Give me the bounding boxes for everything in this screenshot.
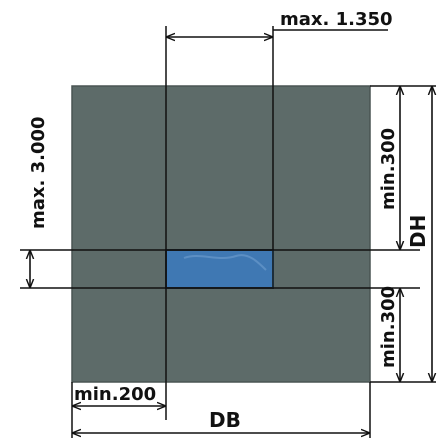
label-max-width: max. 1.350 [280, 9, 393, 30]
label-max-height: max. 3.000 [28, 116, 49, 229]
label-dh: DH [406, 215, 430, 248]
opening-glare [183, 254, 267, 271]
label-min-side: min.200 [74, 384, 156, 405]
wall-panel [71, 85, 371, 383]
label-db: DB [209, 408, 241, 432]
label-min-bottom: min.300 [378, 286, 399, 368]
label-min-top: min.300 [378, 128, 399, 210]
opening-window [165, 249, 274, 289]
